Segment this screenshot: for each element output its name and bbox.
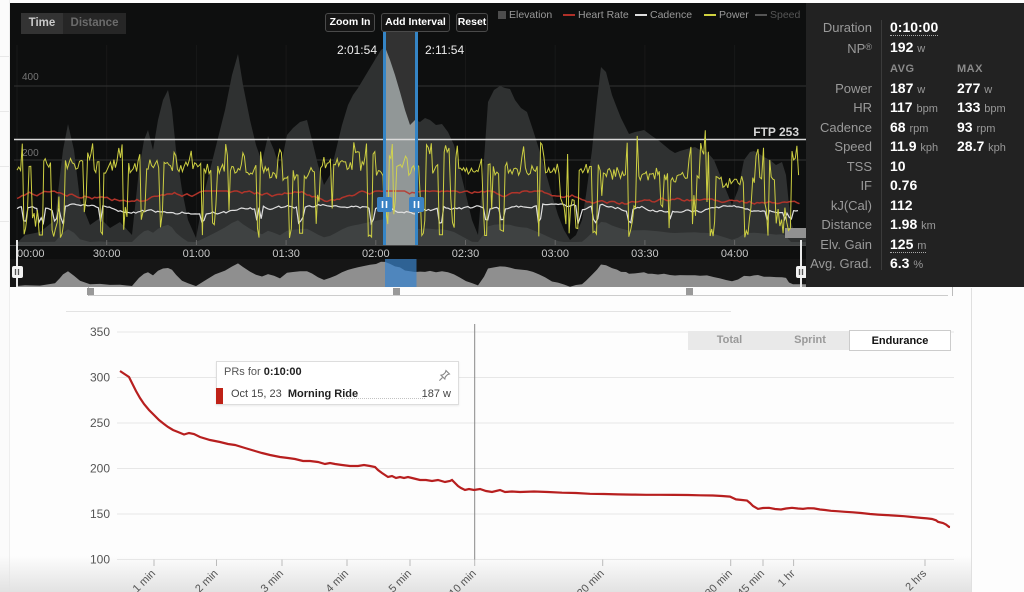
svg-text:250: 250	[90, 416, 110, 430]
svg-text:03:00: 03:00	[541, 248, 569, 260]
svg-text:150: 150	[90, 507, 110, 521]
svg-text:30:00: 30:00	[93, 248, 121, 260]
svg-text:45 min: 45 min	[735, 568, 767, 592]
svg-text:100: 100	[90, 553, 110, 567]
svg-text:2 min: 2 min	[193, 568, 221, 592]
svg-text:1 min: 1 min	[131, 568, 159, 592]
svg-text:00:00: 00:00	[17, 248, 45, 260]
svg-text:3 min: 3 min	[259, 568, 287, 592]
svg-text:4 min: 4 min	[324, 568, 352, 592]
svg-text:200: 200	[22, 148, 39, 159]
svg-text:FTP 253: FTP 253	[753, 125, 799, 139]
svg-text:200: 200	[90, 462, 110, 476]
svg-text:03:30: 03:30	[631, 248, 659, 260]
svg-text:20 min: 20 min	[575, 568, 607, 592]
svg-text:350: 350	[90, 325, 110, 339]
svg-text:04:00: 04:00	[721, 248, 749, 260]
svg-text:300: 300	[90, 371, 110, 385]
svg-text:02:30: 02:30	[452, 248, 480, 260]
svg-text:10 min: 10 min	[447, 568, 479, 592]
svg-text:2:01:54: 2:01:54	[337, 43, 377, 57]
svg-text:2 hrs: 2 hrs	[903, 567, 929, 592]
svg-text:01:00: 01:00	[183, 248, 211, 260]
svg-text:30 min: 30 min	[703, 568, 735, 592]
svg-text:400: 400	[22, 72, 39, 83]
svg-text:01:30: 01:30	[272, 248, 300, 260]
svg-text:5 min: 5 min	[387, 568, 415, 592]
svg-text:1 hr: 1 hr	[776, 567, 798, 589]
svg-text:02:00: 02:00	[362, 248, 390, 260]
svg-text:2:11:54: 2:11:54	[425, 43, 464, 57]
